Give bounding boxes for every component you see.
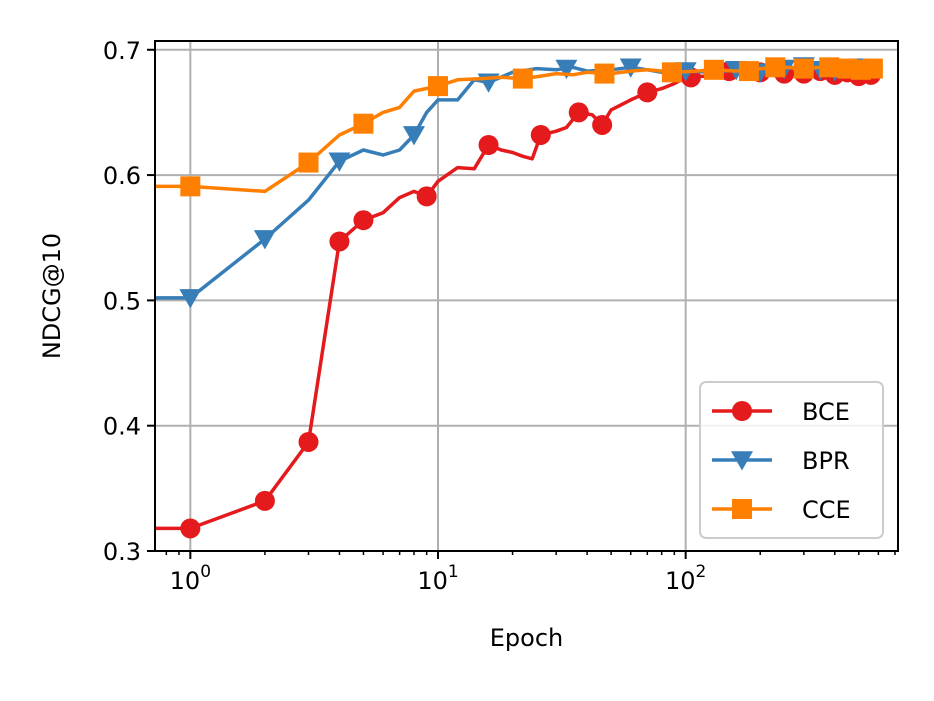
legend-label: BCE: [802, 398, 850, 426]
data-point-bce: [329, 231, 350, 252]
data-point-cce: [180, 176, 201, 197]
data-point-bpr: [555, 59, 578, 80]
legend: BCE BPR CCE: [699, 381, 884, 539]
x-tick-exponent: 1: [448, 562, 459, 582]
data-point-bce: [637, 82, 658, 103]
data-point-bce: [568, 102, 589, 123]
data-point-bce: [298, 431, 319, 452]
data-point-cce: [594, 63, 615, 84]
y-tick-label: 0.6: [103, 162, 141, 190]
data-point-bpr: [328, 152, 351, 172]
legend-label: CCE: [802, 496, 851, 524]
x-axis-label: Epoch: [490, 624, 564, 652]
y-tick-label: 0.7: [103, 37, 141, 65]
data-point-bce: [180, 518, 201, 539]
data-point-cce: [298, 152, 319, 173]
x-tick-exponent: 2: [696, 562, 707, 582]
y-tick-label: 0.5: [103, 287, 141, 315]
x-tick-exponent: 0: [200, 562, 211, 582]
data-point-bce: [416, 186, 437, 207]
legend-item-cce: CCE: [712, 496, 851, 524]
data-point-bce: [254, 490, 275, 511]
legend-marker: [732, 499, 752, 519]
x-tick-label: 100: [170, 562, 211, 595]
x-tick-label: 101: [417, 562, 458, 595]
data-point-bpr: [179, 289, 202, 309]
legend-label: BPR: [802, 447, 850, 475]
data-point-cce: [738, 61, 759, 82]
y-tick-label: 0.4: [103, 413, 141, 441]
data-point-bce: [592, 114, 613, 135]
series-cce: [155, 57, 883, 197]
data-point-cce: [793, 58, 814, 79]
legend-marker: [731, 451, 753, 471]
x-tick-label: 102: [665, 562, 706, 595]
data-point-bce: [353, 210, 374, 231]
data-point-bpr: [402, 126, 425, 146]
data-point-cce: [703, 59, 724, 80]
plot-frame: [154, 40, 899, 552]
data-point-cce: [819, 57, 840, 78]
y-tick-label: 0.3: [103, 538, 141, 566]
x-tick-base: 10: [170, 567, 201, 595]
data-point-cce: [428, 76, 449, 97]
data-point-cce: [765, 57, 786, 78]
data-point-bpr: [619, 58, 642, 78]
x-tick-base: 10: [665, 567, 696, 595]
data-point-cce: [862, 58, 883, 79]
data-point-bce: [478, 135, 499, 156]
series-layer: [155, 57, 883, 539]
data-point-cce: [353, 113, 374, 134]
legend-marker: [732, 401, 752, 421]
data-point-cce: [661, 62, 682, 83]
data-point-bce: [530, 124, 551, 145]
legend-item-bpr: BPR: [712, 447, 850, 475]
x-tick-base: 10: [417, 567, 448, 595]
data-point-bpr: [253, 230, 276, 250]
legend-item-bce: BCE: [712, 398, 850, 426]
y-axis-label: NDCG@10: [38, 233, 66, 359]
data-point-cce: [512, 68, 533, 89]
